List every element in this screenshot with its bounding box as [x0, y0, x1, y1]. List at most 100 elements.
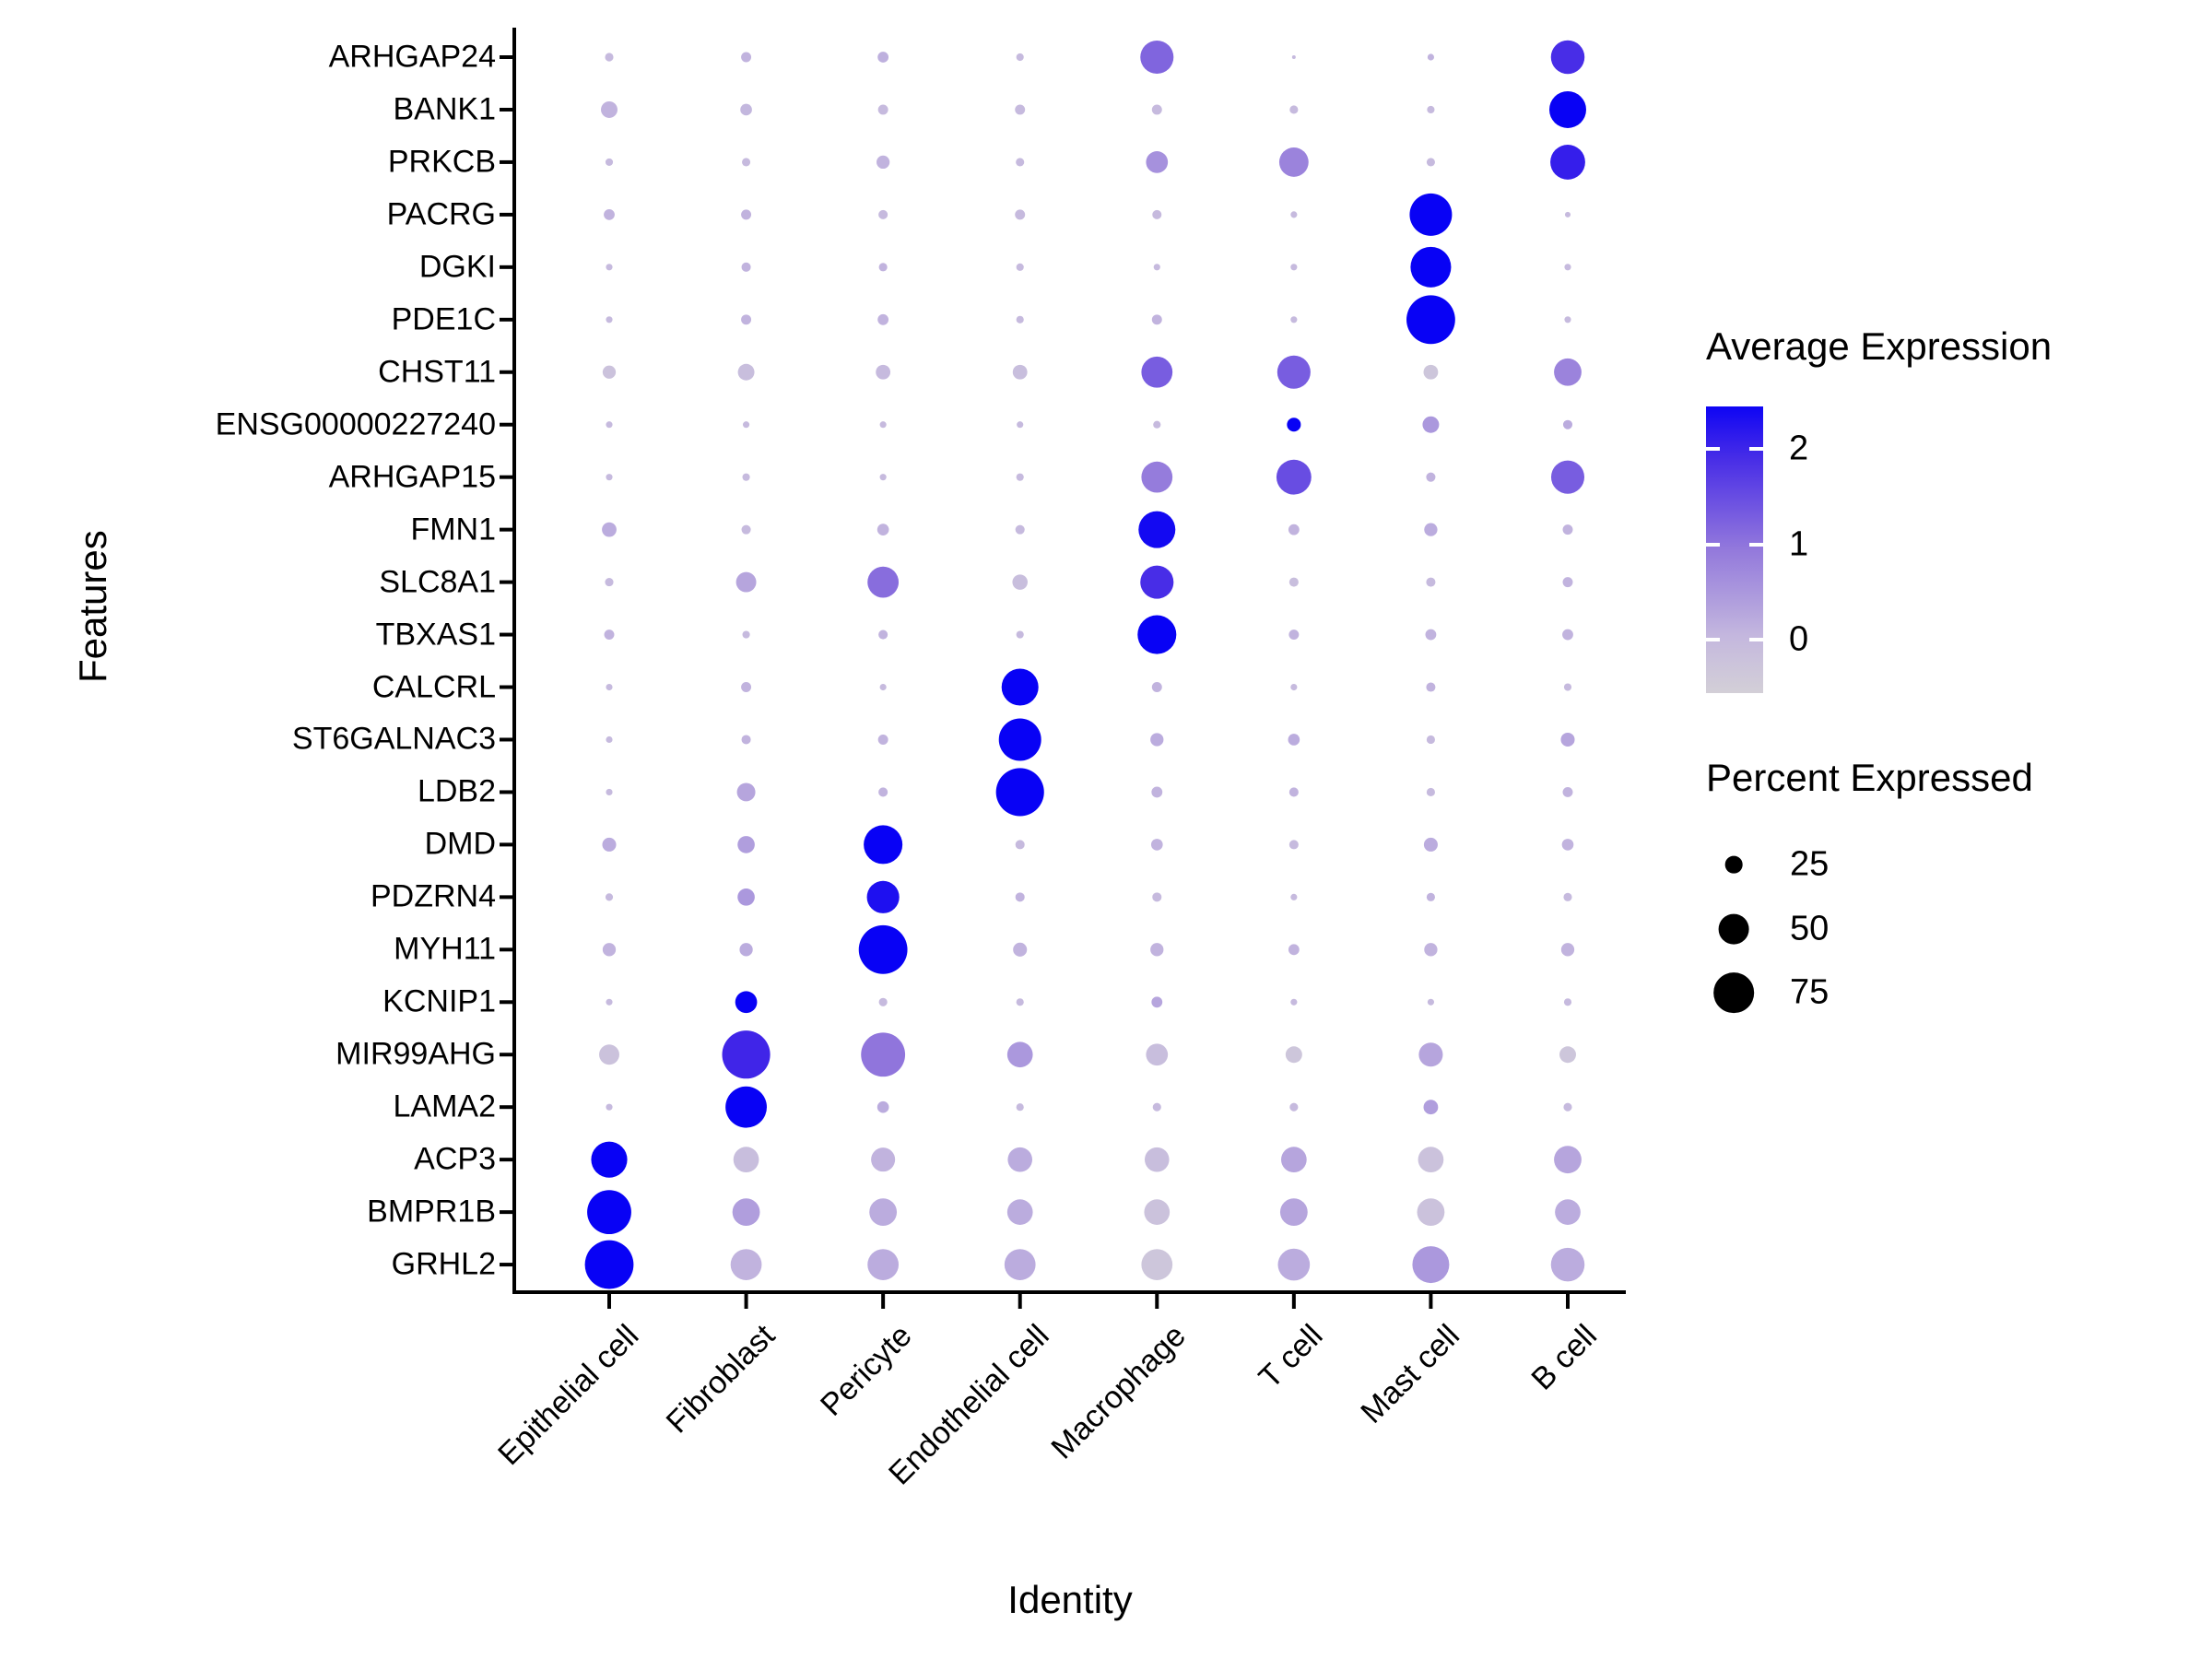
- size-legend-label-75: 75: [1790, 972, 1830, 1012]
- gene-label-CHST11: CHST11: [378, 354, 496, 390]
- dot-SLC8A1-Macrophage: [1140, 565, 1174, 599]
- dot-GRHL2-Macrophage: [1141, 1249, 1173, 1280]
- color-legend-title: Average Expression: [1706, 324, 2053, 368]
- dot-CHST11-T cell: [1277, 355, 1311, 389]
- dot-LAMA2-Epithelial cell: [606, 1103, 613, 1111]
- dot-ENSG00000227240-Pericyte: [879, 421, 887, 429]
- dot-PACRG-Macrophage: [1152, 209, 1162, 219]
- dot-PDE1C-B cell: [1564, 316, 1571, 324]
- size-legend-label-50: 50: [1790, 909, 1830, 948]
- dot-ARHGAP24-Mast cell: [1427, 53, 1434, 61]
- dot-ACP3-Macrophage: [1144, 1147, 1170, 1172]
- dot-MIR99AHG-Pericyte: [861, 1032, 906, 1077]
- dot-CALCRL-Mast cell: [1426, 682, 1436, 692]
- color-legend-gradient-bar: [1706, 406, 1763, 693]
- colorbar-tick-mark: [1706, 638, 1720, 642]
- dot-PACRG-B cell: [1564, 211, 1571, 218]
- dot-PRKCB-Pericyte: [877, 155, 890, 170]
- dot-ARHGAP15-Pericyte: [879, 474, 887, 481]
- gene-label-PDZRN4: PDZRN4: [370, 878, 496, 914]
- dot-ENSG00000227240-T cell: [1287, 418, 1301, 432]
- dot-BMPR1B-Macrophage: [1144, 1199, 1171, 1225]
- dot-SLC8A1-Fibroblast: [735, 571, 757, 593]
- dot-BMPR1B-Mast cell: [1417, 1198, 1445, 1227]
- dot-SLC8A1-B cell: [1562, 577, 1573, 588]
- dot-CALCRL-Macrophage: [1151, 682, 1162, 692]
- dot-TBXAS1-B cell: [1562, 629, 1573, 641]
- dot-LAMA2-Endothelial cell: [1016, 1103, 1024, 1112]
- dot-PDZRN4-Epithelial cell: [605, 893, 614, 901]
- dot-LDB2-Endothelial cell: [995, 768, 1044, 817]
- gene-label-SLC8A1: SLC8A1: [379, 564, 496, 600]
- dot-DMD-Fibroblast: [737, 836, 755, 853]
- gene-label-LDB2: LDB2: [417, 773, 496, 809]
- dot-BANK1-Pericyte: [877, 104, 888, 115]
- dot-CHST11-Fibroblast: [737, 363, 755, 381]
- dot-ARHGAP15-B cell: [1550, 460, 1585, 494]
- dot-PACRG-Pericyte: [878, 209, 888, 219]
- dot-BANK1-Endothelial cell: [1015, 104, 1026, 115]
- dot-MIR99AHG-Epithelial cell: [599, 1044, 619, 1065]
- dot-BANK1-Mast cell: [1427, 105, 1435, 114]
- dot-DMD-Endothelial cell: [1015, 840, 1025, 850]
- gene-label-TBXAS1: TBXAS1: [375, 617, 496, 653]
- dot-MIR99AHG-Macrophage: [1146, 1043, 1169, 1066]
- dot-ARHGAP24-B cell: [1550, 40, 1585, 75]
- dot-MIR99AHG-B cell: [1559, 1046, 1576, 1064]
- dot-PRKCB-Mast cell: [1426, 158, 1435, 167]
- dot-ENSG00000227240-Epithelial cell: [606, 421, 613, 429]
- size-legend-dot-75: [1713, 972, 1754, 1013]
- dot-DGKI-Endothelial cell: [1016, 263, 1024, 271]
- dot-BMPR1B-T cell: [1279, 1198, 1308, 1227]
- gene-label-PDE1C: PDE1C: [391, 301, 496, 337]
- dot-ARHGAP15-Fibroblast: [742, 473, 750, 481]
- dot-BANK1-B cell: [1548, 90, 1586, 128]
- dot-KCNIP1-Fibroblast: [735, 991, 758, 1014]
- dot-PACRG-Endothelial cell: [1015, 209, 1026, 220]
- dot-GRHL2-Mast cell: [1412, 1246, 1450, 1284]
- gene-label-DGKI: DGKI: [418, 249, 496, 285]
- dot-LDB2-Pericyte: [878, 787, 888, 797]
- gene-label-MIR99AHG: MIR99AHG: [335, 1036, 496, 1072]
- dot-PDZRN4-Macrophage: [1152, 892, 1162, 902]
- dot-MIR99AHG-Endothelial cell: [1006, 1041, 1033, 1068]
- dot-PDZRN4-Mast cell: [1426, 892, 1435, 901]
- dot-TBXAS1-Pericyte: [878, 629, 888, 640]
- gene-label-BANK1: BANK1: [393, 91, 497, 127]
- dot-LDB2-Epithelial cell: [606, 788, 613, 796]
- gene-label-ST6GALNAC3: ST6GALNAC3: [291, 721, 496, 757]
- dot-KCNIP1-Pericyte: [878, 997, 888, 1006]
- dot-MYH11-Epithelial cell: [602, 943, 617, 957]
- dot-CHST11-Endothelial cell: [1012, 364, 1028, 380]
- dot-PDZRN4-T cell: [1290, 893, 1298, 900]
- dot-DMD-B cell: [1561, 839, 1574, 851]
- dot-MIR99AHG-T cell: [1285, 1046, 1302, 1064]
- dot-ST6GALNAC3-Pericyte: [877, 735, 888, 745]
- colorbar-tick-mark: [1706, 542, 1720, 547]
- dot-LAMA2-Mast cell: [1423, 1100, 1439, 1115]
- dot-DGKI-Epithelial cell: [606, 264, 613, 271]
- dot-ACP3-Pericyte: [871, 1147, 896, 1172]
- gene-label-ARHGAP15: ARHGAP15: [328, 459, 496, 495]
- dot-SLC8A1-T cell: [1288, 577, 1299, 587]
- dot-TBXAS1-Mast cell: [1425, 629, 1437, 641]
- dot-LAMA2-B cell: [1563, 1102, 1572, 1112]
- dot-CALCRL-Pericyte: [879, 683, 887, 691]
- gene-label-KCNIP1: KCNIP1: [382, 983, 496, 1019]
- dot-MYH11-T cell: [1288, 944, 1300, 956]
- dot-ENSG00000227240-B cell: [1562, 419, 1573, 429]
- dot-DMD-T cell: [1288, 840, 1299, 850]
- dot-FMN1-Mast cell: [1424, 523, 1438, 536]
- gene-label-ACP3: ACP3: [414, 1141, 496, 1177]
- dot-ARHGAP15-Mast cell: [1426, 472, 1436, 482]
- dot-GRHL2-Pericyte: [867, 1249, 900, 1280]
- gene-label-FMN1: FMN1: [410, 512, 496, 547]
- gene-label-CALCRL: CALCRL: [371, 669, 496, 705]
- dot-GRHL2-T cell: [1277, 1248, 1311, 1281]
- dot-BMPR1B-Fibroblast: [732, 1198, 760, 1227]
- dot-BANK1-Epithelial cell: [601, 100, 618, 118]
- dot-FMN1-Macrophage: [1138, 511, 1176, 548]
- dot-PACRG-Fibroblast: [741, 209, 752, 220]
- dot-PDE1C-Mast cell: [1406, 295, 1455, 345]
- dot-ENSG00000227240-Fibroblast: [742, 421, 750, 429]
